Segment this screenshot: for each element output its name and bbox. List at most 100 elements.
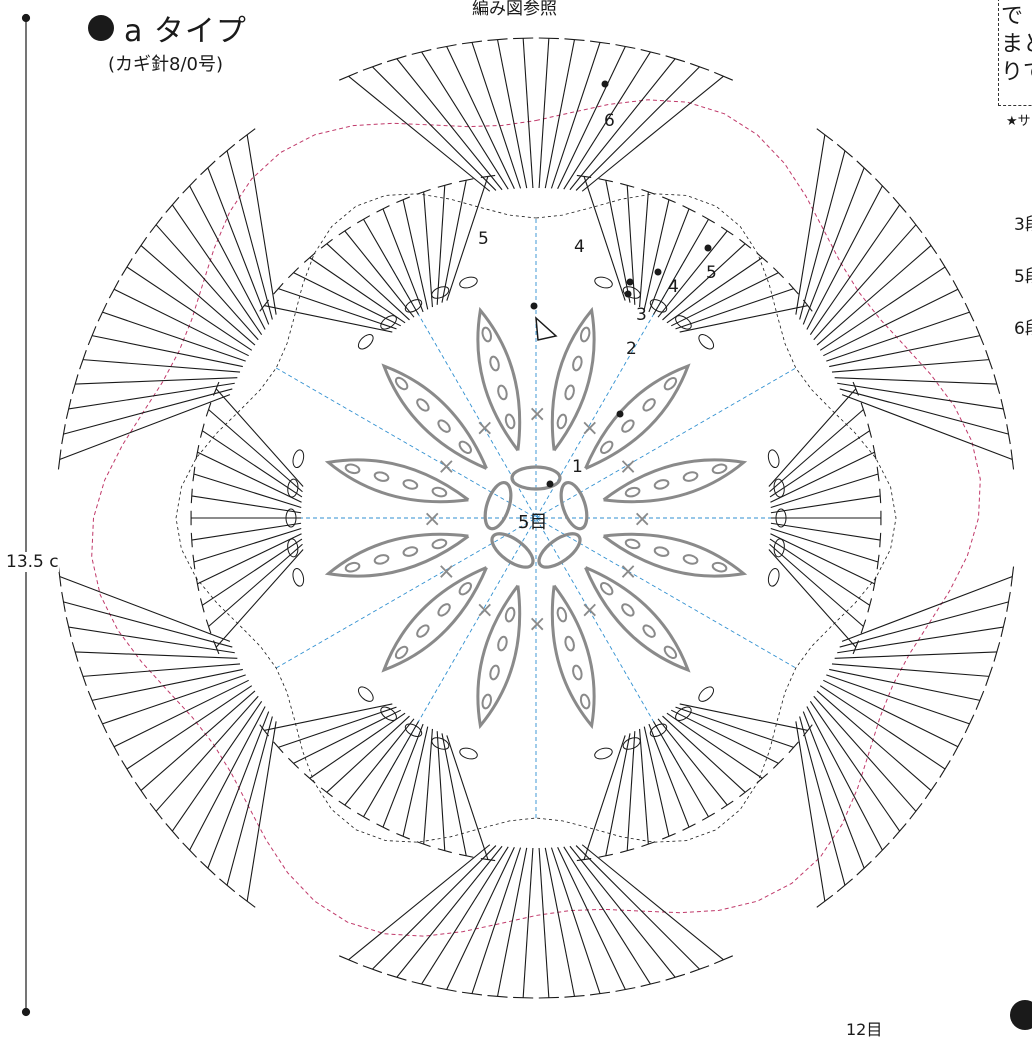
dimension-line [21,13,31,1017]
chain-stitch [285,508,297,528]
note-box: で まと りで [998,0,1032,106]
chain-stitch [622,286,641,299]
center-label: 5目 [518,512,547,533]
chain-stitch [357,686,374,702]
round-number-2: 2 [626,339,637,359]
sc-stitch: × [581,598,599,623]
ring-chain [559,480,589,531]
middle-shells [190,174,882,862]
petal-chain [711,561,728,573]
chain-stitch [767,449,780,469]
petal-chain [579,693,591,710]
chain-stitch [773,538,785,558]
petal-chain [373,471,390,482]
outer-shell [57,566,277,908]
petal-chain [504,413,516,430]
dimension-label: 13.5 c [6,552,59,572]
stitch-count-label: 12目 [846,1020,883,1039]
sc-stitch: × [476,598,494,623]
round-marker [530,302,538,310]
petal [584,363,691,470]
inner-petals: × × × × × × × × × × × × [324,306,748,730]
outer-shell [795,566,1015,908]
round-number-3: 3 [636,305,647,325]
outer-shell [795,128,1015,470]
round-number-6: 6 [604,111,615,131]
round-number-5b: 5 [706,263,717,283]
chain-stitch [404,299,423,313]
petal-chain [642,398,656,412]
round-marker [616,410,624,418]
petal-chain [624,486,641,498]
chain-stitch [594,747,613,760]
middle-shell [259,174,496,333]
petal-chain [431,538,448,550]
petal [602,532,748,578]
guide-lines [91,99,981,937]
sc-stitch: × [619,560,637,585]
petal-chain [556,413,568,430]
ring-chain [510,465,562,491]
chain-stitch [292,568,305,587]
petal-chain [504,606,516,623]
petal-chain [497,635,508,652]
petal-chain [481,326,493,343]
petal-chain [572,664,583,681]
sc-stitch: × [633,507,651,532]
petal-chain [344,463,361,475]
sc-stitch: × [581,416,599,441]
sc-stitch: × [528,612,546,637]
note-line: りで [1001,60,1032,85]
chain-stitch [773,478,785,498]
sc-stitch: × [476,416,494,441]
chain-stitch [380,706,397,721]
petal-chain [579,326,591,343]
sc-stitch: × [437,560,455,585]
petal-chain [599,440,614,454]
side-label-5: 5段 [1014,267,1032,287]
middle-shell [576,174,813,333]
note-star: ★サ [1006,114,1031,129]
side-label-6: 6段 [1014,319,1032,339]
round-number-4b: 4 [668,277,679,297]
chain-stitch [292,449,305,469]
chain-stitch [459,747,478,760]
petal-chain [653,479,670,490]
round-markers [530,80,712,488]
petal-chain [711,463,728,475]
round-number-4a: 4 [574,237,585,257]
petal [476,306,522,452]
chain-stitch [404,723,423,737]
petal-chain [489,664,500,681]
chain-stitch [698,686,715,702]
round-marker [626,278,634,286]
petal [602,458,748,504]
petal-chain [564,384,575,401]
middle-shell [768,381,882,655]
petal [324,532,470,578]
petal-chain [572,355,583,372]
corner-bullet-icon [1010,1000,1032,1030]
petal-chain [373,554,390,565]
chain-stitch [649,299,668,313]
chain-stitch [698,334,715,350]
chain-stitch [431,286,450,299]
chain-stitch [675,315,692,330]
round-marker [704,244,712,252]
note-line: まと [1001,32,1032,57]
round-marker [654,268,662,276]
chain-stitch [675,706,692,721]
petal-chain [599,582,614,596]
petal-chain [621,603,635,617]
petal-chain [402,479,419,490]
petal-chain [481,693,493,710]
petal [381,566,488,673]
petal-chain [437,603,451,617]
round-number-1: 1 [572,457,583,477]
petal-chain [344,561,361,573]
petal-chain [437,419,451,433]
hook-size: (カギ針8/0号) [108,54,224,75]
petal-chain [489,355,500,372]
round-marker [624,290,632,298]
